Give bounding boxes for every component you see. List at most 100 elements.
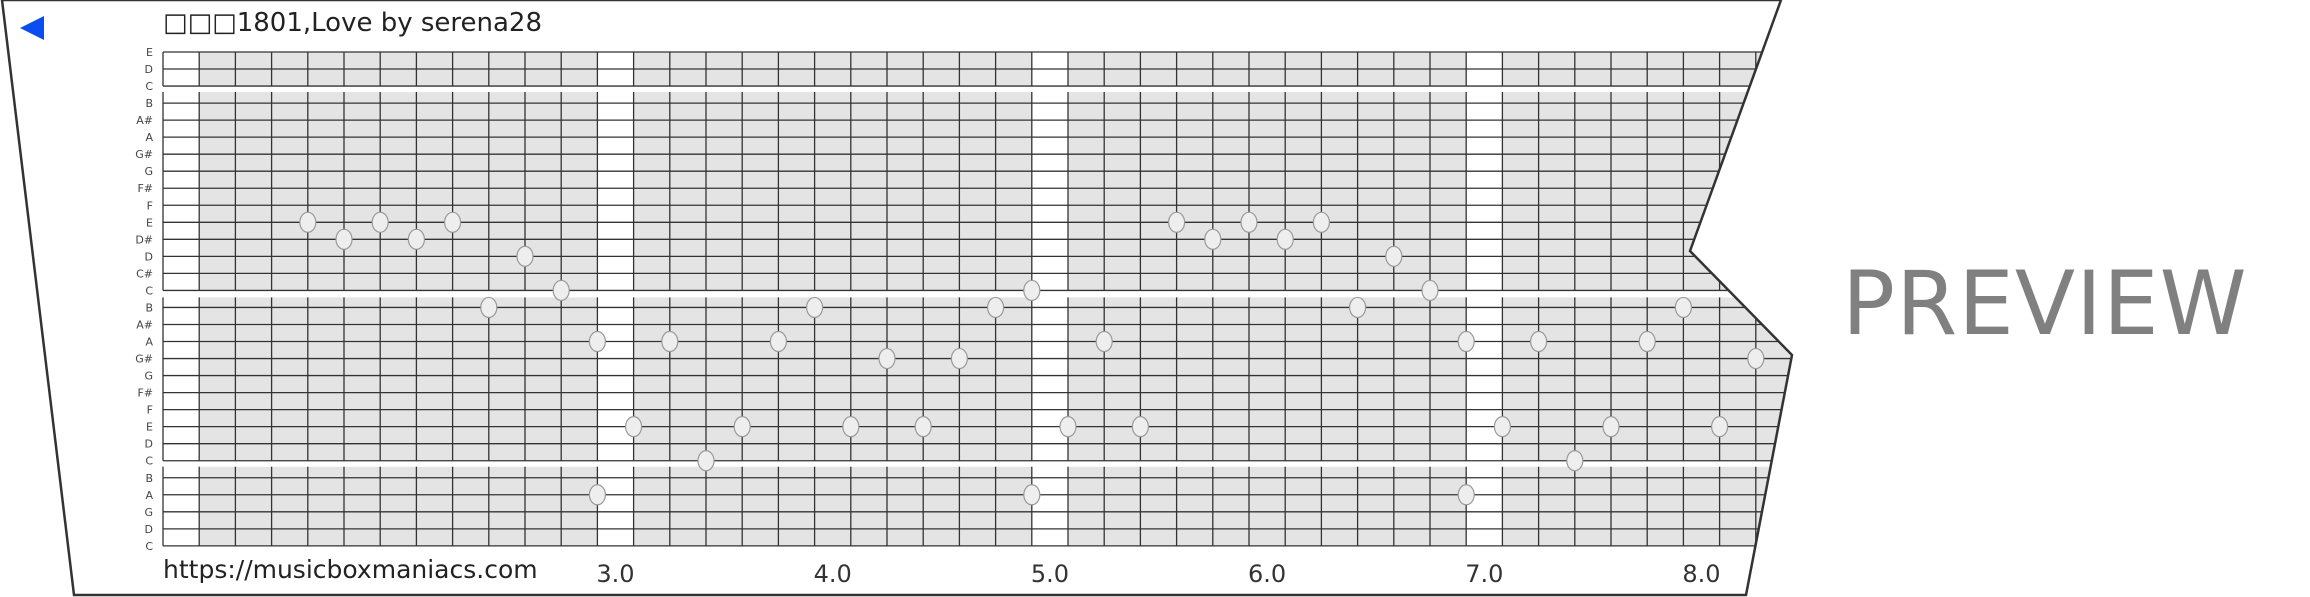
pitch-label: C: [145, 284, 153, 297]
pitch-label: G: [144, 165, 153, 178]
note-dot: [1312, 211, 1331, 233]
pitch-label: G: [144, 506, 153, 519]
preview-watermark: PREVIEW: [1842, 252, 2248, 355]
grid-cell-band: [416, 297, 453, 461]
pitch-label: A#: [136, 318, 153, 331]
grid-cell-band: [1502, 92, 1539, 291]
note-dot: [769, 330, 788, 353]
note-dot: [444, 211, 462, 233]
grid-cell-band: [706, 466, 743, 546]
grid-cell-band: [344, 92, 381, 291]
note-dot: [1240, 211, 1258, 233]
pitch-label: G: [144, 370, 153, 383]
note-dot: [480, 296, 498, 319]
grid-cell-band: [561, 297, 598, 461]
grid-cell-band: [850, 92, 887, 291]
grid-cell-band: [995, 92, 1032, 291]
grid-cell-band: [235, 92, 272, 291]
pitch-label: C: [145, 540, 153, 553]
grid-cell-band: [633, 92, 670, 291]
pitch-label: B: [145, 97, 153, 110]
pitch-label: F: [147, 404, 153, 417]
back-triangle-icon[interactable]: [20, 16, 44, 40]
grid-cell-band: [1212, 297, 1249, 461]
grid-cell-band: [1212, 466, 1249, 546]
grid-cell-band: [778, 92, 815, 291]
note-dot: [1276, 228, 1294, 250]
pitch-label: C#: [136, 267, 153, 280]
grid-cell-band: [959, 466, 996, 546]
note-dot: [733, 416, 751, 438]
grid-cell-band: [380, 297, 417, 461]
pitch-label: D: [145, 438, 153, 451]
pitch-label: B: [145, 472, 153, 485]
grid-cell-band: [488, 466, 525, 546]
time-labels: 3.0 4.0 5.0 6.0 7.0 8.0: [596, 560, 1720, 588]
grid-cell-band: [887, 466, 924, 546]
grid-cell-band: [923, 92, 960, 291]
note-dot: [1747, 347, 1765, 370]
grid-cell-band: [1140, 92, 1177, 291]
grid-cell-band: [669, 466, 706, 546]
grid-cell-band: [271, 297, 308, 461]
grid-cell-band: [1574, 92, 1611, 291]
time-label: 6.0: [1248, 560, 1286, 588]
grid-cell-band: [1104, 466, 1141, 546]
grid-cell-band: [887, 92, 924, 291]
grid-cell-band: [380, 466, 417, 546]
grid-cell-band: [778, 297, 815, 461]
note-dot: [299, 211, 317, 233]
grid-cell-band: [742, 297, 779, 461]
pitch-label: E: [146, 46, 153, 59]
grid-cell-band: [452, 92, 489, 291]
note-dot: [950, 347, 969, 370]
grid-cell-band: [814, 466, 851, 546]
grid-cell-band: [1502, 466, 1539, 546]
note-dot: [1023, 279, 1041, 302]
grid-cell-band: [959, 297, 996, 461]
grid-cell-band: [235, 466, 272, 546]
pitch-label: C: [145, 80, 153, 93]
grid-cell-band: [452, 297, 489, 461]
grid-cell-band: [1611, 466, 1648, 546]
grid-cell-band: [1285, 92, 1322, 291]
grid-cell-band: [307, 466, 344, 546]
grid-cell-band: [488, 297, 525, 461]
grid-cell-band: [199, 466, 236, 546]
grid-cell-band: [525, 297, 562, 461]
grid-cell-band: [923, 297, 960, 461]
note-dot: [1457, 484, 1475, 506]
time-label: 7.0: [1465, 560, 1503, 588]
grid-cell-band: [706, 92, 743, 291]
pitch-label: F: [147, 199, 153, 212]
note-dot: [1385, 245, 1403, 267]
time-label: 5.0: [1031, 560, 1069, 588]
grid-cell-band: [271, 92, 308, 291]
note-dot: [1493, 416, 1512, 438]
grid-cell-band: [1683, 466, 1720, 546]
grid-cell-band: [1792, 297, 1828, 460]
grid-cell-band: [1502, 297, 1539, 461]
grid-cell-band: [850, 297, 887, 461]
grid-cell-band: [1393, 297, 1430, 461]
note-dot: [805, 296, 824, 319]
note-dot: [588, 330, 607, 353]
grid-cell-band: [1176, 297, 1213, 461]
grid-cell-band: [959, 92, 996, 291]
note-grid: [162, 51, 1828, 547]
grid-cell-band: [1538, 297, 1575, 461]
grid-cell-band: [1683, 297, 1720, 461]
pitch-label: D: [145, 63, 153, 76]
grid-cell-band: [380, 92, 417, 291]
note-dot: [661, 330, 679, 353]
grid-cell-band: [307, 297, 344, 461]
grid-cell-band: [1430, 297, 1467, 461]
grid-cell-band: [995, 297, 1032, 461]
note-dot: [552, 279, 570, 302]
note-dot: [1566, 450, 1584, 472]
note-dot: [1710, 416, 1729, 438]
grid-cell-band: [1574, 297, 1611, 461]
grid-cell-band: [525, 466, 562, 546]
note-dot: [914, 416, 932, 438]
